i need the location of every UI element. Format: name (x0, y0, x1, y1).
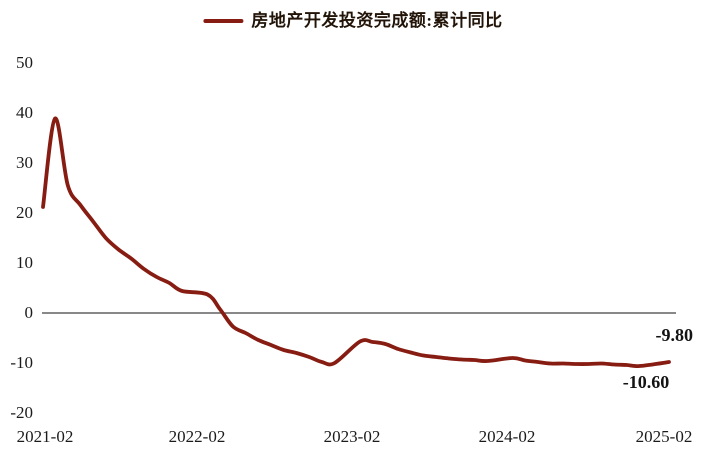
data-label-2024-12: -10.60 (622, 372, 670, 392)
y-tick-label: 40 (16, 103, 33, 122)
x-tick-label: 2025-02 (635, 427, 693, 446)
y-tick-label: 0 (24, 303, 34, 322)
series-line (41, 116, 671, 369)
x-tick-label: 2023-02 (323, 427, 381, 446)
legend-line-swatch (203, 19, 244, 23)
y-tick-label: 50 (16, 53, 33, 72)
y-tick-label: 10 (16, 253, 33, 272)
legend-label: 房地产开发投资完成额:累计同比 (251, 11, 503, 30)
y-tick-label: -20 (10, 403, 33, 422)
chart-legend: 房地产开发投资完成额:累计同比 (203, 10, 502, 32)
x-tick-label: 2022-02 (168, 427, 226, 446)
y-tick-label: -10 (10, 353, 33, 372)
x-tick-label: 2021-02 (16, 427, 74, 446)
x-tick-label: 2024-02 (478, 427, 536, 446)
data-label-last-point: -9.80 (655, 325, 694, 345)
y-tick-label: 30 (16, 153, 33, 172)
y-tick-label: 20 (16, 203, 33, 222)
